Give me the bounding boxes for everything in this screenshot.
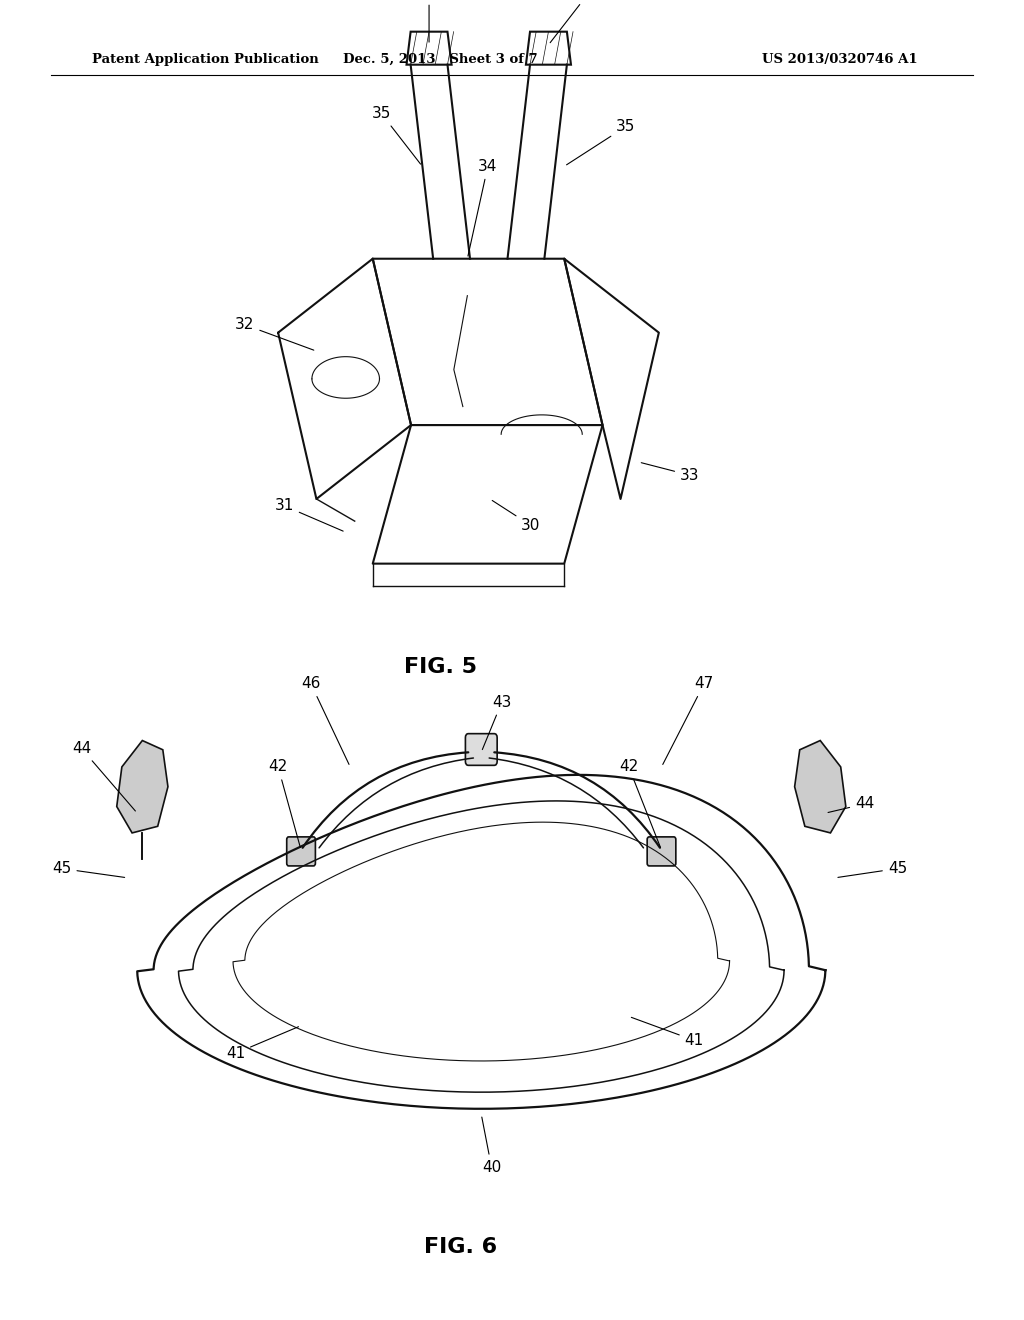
Text: 34: 34 bbox=[468, 158, 498, 256]
Text: Dec. 5, 2013   Sheet 3 of 7: Dec. 5, 2013 Sheet 3 of 7 bbox=[343, 53, 538, 66]
Text: FIG. 5: FIG. 5 bbox=[403, 656, 477, 677]
Polygon shape bbox=[117, 741, 168, 833]
Text: 42: 42 bbox=[620, 759, 660, 847]
Text: 41: 41 bbox=[226, 1027, 299, 1061]
Text: 47: 47 bbox=[663, 676, 714, 764]
Text: US 2013/0320746 A1: US 2013/0320746 A1 bbox=[762, 53, 918, 66]
Polygon shape bbox=[795, 741, 846, 833]
Text: FIG. 6: FIG. 6 bbox=[424, 1237, 498, 1258]
Text: 35: 35 bbox=[372, 106, 421, 164]
Text: 31: 31 bbox=[274, 499, 343, 531]
Text: 44: 44 bbox=[828, 796, 874, 813]
Text: 41: 41 bbox=[632, 1018, 703, 1048]
Text: 44: 44 bbox=[72, 741, 135, 810]
Text: 45: 45 bbox=[838, 861, 907, 878]
Text: Patent Application Publication: Patent Application Publication bbox=[92, 53, 318, 66]
Text: 30: 30 bbox=[493, 500, 541, 533]
FancyBboxPatch shape bbox=[465, 734, 497, 766]
Text: 33: 33 bbox=[641, 463, 699, 483]
Text: 40: 40 bbox=[482, 1117, 501, 1175]
Text: 45: 45 bbox=[52, 861, 125, 878]
Text: 37: 37 bbox=[550, 0, 599, 42]
FancyBboxPatch shape bbox=[287, 837, 315, 866]
Text: 46: 46 bbox=[301, 676, 349, 764]
Text: 42: 42 bbox=[268, 759, 300, 847]
Text: 36: 36 bbox=[419, 0, 439, 42]
Text: 43: 43 bbox=[482, 694, 511, 750]
FancyBboxPatch shape bbox=[647, 837, 676, 866]
Text: 35: 35 bbox=[566, 119, 635, 165]
Text: 32: 32 bbox=[236, 317, 313, 350]
